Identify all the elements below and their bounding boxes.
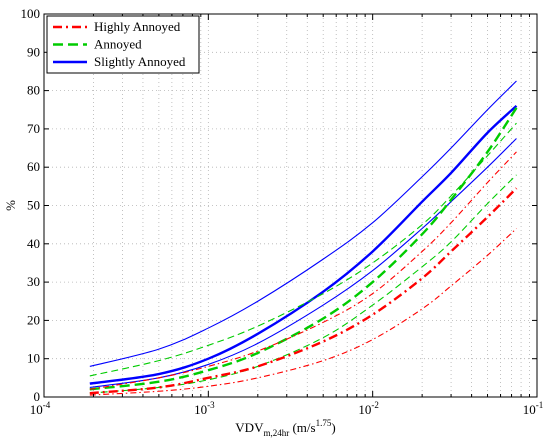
x-axis-label-unit-close: ) <box>331 420 335 435</box>
y-tick-label: 10 <box>27 351 40 366</box>
x-tick-label: 10-3 <box>194 400 215 417</box>
x-axis-label: VDVm,24hr (m/s1.75) <box>235 418 335 438</box>
x-axis-label-main: VDV <box>235 420 264 435</box>
y-tick-label: 90 <box>27 44 40 59</box>
y-tick-label: 70 <box>27 121 40 136</box>
y-axis-label: % <box>3 200 18 211</box>
series-line-highly-annoyed-mean <box>89 187 518 395</box>
ticks: 0 10 20 30 40 50 60 70 80 90 100 10-4 10-3 10-2 10-1 <box>21 6 544 417</box>
series-line-highly-annoyed-lower <box>89 228 517 396</box>
series-line-slightly-annoyed-mean <box>89 105 518 385</box>
y-tick-label: 80 <box>27 83 40 98</box>
y-tick-label: 100 <box>21 6 41 21</box>
y-tick-label: 0 <box>34 389 41 404</box>
x-tick-label: 10-1 <box>523 400 544 417</box>
x-tick-label: 10-2 <box>358 400 379 417</box>
y-tick-label: 30 <box>27 274 40 289</box>
series-line-annoyed-mean <box>89 107 518 391</box>
y-tick-label: 60 <box>27 159 40 174</box>
y-tick-label: 50 <box>27 198 40 213</box>
x-axis-label-sub: m,24hr <box>263 428 289 438</box>
legend-label: Annoyed <box>94 37 142 52</box>
y-tick-label: 20 <box>27 312 40 327</box>
series-line-slightly-annoyed-upper <box>89 80 517 367</box>
series-line-slightly-annoyed-lower <box>89 138 517 388</box>
legend-label: Slightly Annoyed <box>94 54 186 69</box>
y-tick-label: 40 <box>27 236 40 251</box>
x-axis-label-unit: (m/s <box>289 420 315 435</box>
series-line-annoyed-lower <box>89 174 517 394</box>
x-axis-label-unit-sup: 1.75 <box>316 418 332 428</box>
legend-label: Highly Annoyed <box>94 19 181 34</box>
x-tick-label: 10-4 <box>30 400 51 417</box>
series-layer <box>89 80 518 396</box>
series-line-annoyed-upper <box>89 122 517 377</box>
legend: Highly Annoyed Annoyed Slightly Annoyed <box>46 15 200 74</box>
